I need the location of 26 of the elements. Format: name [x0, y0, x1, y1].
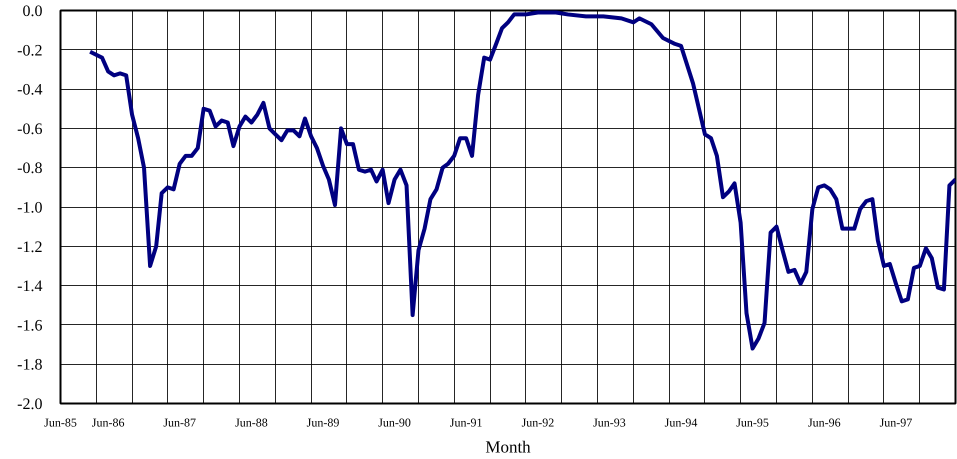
x-tick-label: Jun-97: [880, 416, 912, 430]
x-tick-label: Jun-95: [736, 416, 769, 430]
y-tick-label: -1.0: [17, 200, 42, 216]
y-tick-label: -1.6: [17, 317, 42, 334]
y-tick-label: -0.6: [17, 120, 42, 138]
y-tick-label: 0.0: [22, 3, 42, 20]
x-tick-label: Jun-93: [593, 416, 626, 430]
x-tick-label: Jun-90: [378, 416, 411, 430]
line-series: [88, 10, 956, 350]
y-tick-label: -0.4: [17, 82, 42, 99]
y-tick-label: -0.8: [17, 160, 42, 178]
x-tick-label: Jun-92: [522, 416, 554, 430]
x-tick-label: Jun-96: [808, 416, 841, 430]
x-tick-label: Jun-86: [92, 416, 124, 430]
y-tick-label: -2.0: [17, 396, 42, 413]
x-tick-label: Jun-91: [450, 416, 482, 430]
x-axis-title: Month: [485, 438, 532, 456]
x-tick-label: Jun-94: [664, 416, 698, 430]
text: Jun-85: [44, 416, 77, 430]
y-tick-label: -1.8: [17, 356, 42, 374]
y-tick-label: -1.2: [17, 238, 42, 256]
x-tick-label: Jun-89: [306, 416, 340, 430]
x-tick-label: Jun-87: [163, 416, 196, 430]
y-tick-label: -0.2: [17, 42, 42, 60]
x-tick-label: Jun-88: [235, 416, 268, 430]
y-tick-label: -1.4: [17, 278, 42, 296]
